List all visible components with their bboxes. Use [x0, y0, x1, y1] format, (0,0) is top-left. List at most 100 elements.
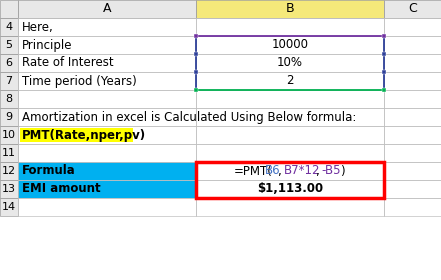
Bar [0, 18, 18, 36]
Bar [384, 198, 441, 216]
Bar [0, 90, 18, 108]
Bar [18, 162, 196, 180]
Bar [196, 180, 384, 198]
Text: B7*12: B7*12 [284, 165, 320, 178]
Bar [382, 70, 386, 74]
Bar [384, 108, 441, 126]
Bar [18, 18, 196, 36]
Bar [196, 54, 384, 72]
Text: =PMT(: =PMT( [233, 165, 272, 178]
Bar [196, 90, 384, 108]
Text: ,: , [277, 165, 281, 178]
Bar [18, 180, 196, 198]
Bar [18, 54, 196, 72]
Text: 10%: 10% [277, 57, 303, 69]
Bar [18, 144, 196, 162]
Bar [0, 180, 18, 198]
Bar [384, 0, 441, 18]
Text: PMT(Rate,nper,pv): PMT(Rate,nper,pv) [22, 129, 146, 141]
Bar [194, 88, 198, 92]
Bar [18, 126, 196, 144]
Text: Time period (Years): Time period (Years) [22, 74, 137, 87]
Text: ,: , [315, 165, 319, 178]
Text: B: B [286, 3, 294, 15]
Bar [194, 34, 198, 38]
Bar [384, 162, 441, 180]
Text: 2: 2 [286, 74, 294, 87]
Text: B6: B6 [265, 165, 280, 178]
Bar [0, 54, 18, 72]
Text: 14: 14 [2, 202, 16, 212]
Bar [18, 198, 196, 216]
Bar [0, 144, 18, 162]
Bar [384, 126, 441, 144]
Bar [0, 72, 18, 90]
Bar [0, 144, 18, 162]
Bar [0, 108, 18, 126]
Text: -B5: -B5 [321, 165, 341, 178]
Bar [384, 90, 441, 108]
Bar [18, 162, 196, 180]
Bar [0, 198, 18, 216]
Bar [0, 162, 18, 180]
Text: Amortization in excel is Calculated Using Below formula:: Amortization in excel is Calculated Usin… [22, 111, 356, 123]
Text: $1,113.00: $1,113.00 [257, 183, 323, 195]
Text: 5: 5 [5, 40, 12, 50]
Bar [384, 54, 441, 72]
Bar [196, 72, 384, 90]
Bar [0, 180, 18, 198]
Text: 9: 9 [5, 112, 12, 122]
Text: EMI amount: EMI amount [22, 183, 101, 195]
Text: 6: 6 [5, 58, 12, 68]
Bar [0, 90, 18, 108]
Bar [196, 162, 384, 198]
Bar [196, 0, 384, 18]
Text: C: C [408, 3, 417, 15]
Bar [196, 18, 384, 36]
Bar [0, 72, 18, 90]
Text: 4: 4 [5, 22, 12, 32]
Bar [18, 36, 196, 54]
Text: Here,: Here, [22, 20, 54, 34]
Bar [196, 126, 384, 144]
Bar [196, 108, 384, 126]
Bar [382, 52, 386, 56]
Bar [384, 36, 441, 54]
Bar [18, 108, 196, 126]
Bar [382, 88, 386, 92]
Text: 10: 10 [2, 130, 16, 140]
Text: Formula: Formula [22, 165, 76, 178]
Bar [0, 36, 18, 54]
Text: Principle: Principle [22, 39, 72, 52]
Bar [0, 0, 18, 18]
Bar [384, 72, 441, 90]
Bar [20, 128, 133, 142]
Bar [18, 180, 196, 198]
Bar [384, 0, 441, 18]
Text: 11: 11 [2, 148, 16, 158]
Text: A: A [103, 3, 111, 15]
Bar [0, 198, 18, 216]
Bar [382, 34, 386, 38]
Text: 7: 7 [5, 76, 12, 86]
Bar [0, 54, 18, 72]
Bar [0, 18, 18, 36]
Bar [196, 144, 384, 162]
Text: 10000: 10000 [272, 39, 309, 52]
Bar [0, 36, 18, 54]
Bar [0, 0, 18, 18]
Bar [384, 144, 441, 162]
Bar [18, 72, 196, 90]
Bar [0, 162, 18, 180]
Bar [18, 0, 196, 18]
Bar [384, 18, 441, 36]
Text: Rate of Interest: Rate of Interest [22, 57, 114, 69]
Bar [196, 162, 384, 180]
Text: ): ) [340, 165, 345, 178]
Text: 12: 12 [2, 166, 16, 176]
Bar [196, 0, 384, 18]
Bar [18, 0, 196, 18]
Bar [0, 108, 18, 126]
Bar [0, 126, 18, 144]
Bar [20, 128, 133, 142]
